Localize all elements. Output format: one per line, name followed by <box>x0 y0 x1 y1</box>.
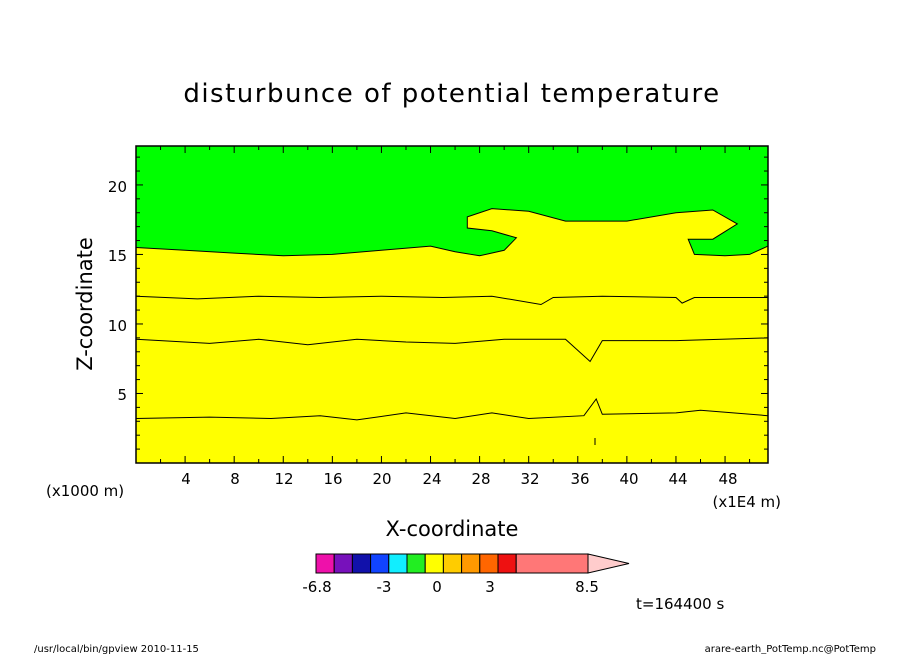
colorbar-cell <box>333 553 353 574</box>
x-tick-label: 40 <box>619 470 638 488</box>
x-tick-label: 16 <box>323 470 342 488</box>
y-unit-label: (x1000 m) <box>46 482 124 500</box>
contour-line <box>135 295 768 306</box>
x-axis-label: X-coordinate <box>386 517 519 541</box>
colorbar-cell <box>515 553 589 574</box>
x-tick-label: 24 <box>422 470 441 488</box>
contour-line <box>135 337 769 363</box>
colorbar-tick-label: -3 <box>377 578 392 596</box>
y-tick-labels: 5 10 15 20 <box>108 178 127 404</box>
x-tick-label: 32 <box>520 470 539 488</box>
colorbar-tick-label: 0 <box>432 578 442 596</box>
contour-bands <box>135 208 769 463</box>
axis-ticks <box>136 146 768 463</box>
footer-right: arare-earth_PotTemp.nc@PotTemp <box>705 644 876 654</box>
y-tick-label: 5 <box>117 386 127 404</box>
contour-line <box>135 208 769 257</box>
colorbar-cell <box>461 553 481 574</box>
footer-left: /usr/local/bin/gpview 2010-11-15 <box>34 644 199 654</box>
colorbar-extend-arrow <box>587 553 630 574</box>
colorbar-cell <box>424 553 444 574</box>
colorbar-cell <box>388 553 408 574</box>
colorbar-cell <box>497 553 517 574</box>
colorbar-cell <box>479 553 499 574</box>
timestamp-label: t=164400 s <box>636 595 724 613</box>
colorbar-cell <box>351 553 372 574</box>
y-tick-label: 15 <box>108 247 127 265</box>
chart-title: disturbunce of potential temperature <box>183 79 720 109</box>
x-tick-label: 12 <box>274 470 293 488</box>
colorbar <box>315 553 630 574</box>
x-unit-label: (x1E4 m) <box>712 493 781 511</box>
colorbar-cells <box>315 553 589 574</box>
y-tick-label: 20 <box>108 178 127 196</box>
colorbar-cell <box>442 553 463 574</box>
colorbar-cell <box>370 553 390 574</box>
x-tick-label: 8 <box>230 470 240 488</box>
x-tick-label: 20 <box>372 470 391 488</box>
colorbar-cell <box>315 553 335 574</box>
plot-area <box>135 145 769 464</box>
x-tick-label: 4 <box>181 470 191 488</box>
x-tick-label: 44 <box>668 470 687 488</box>
x-tick-label: 36 <box>570 470 589 488</box>
colorbar-tick-label: 3 <box>485 578 495 596</box>
plot-frame <box>135 145 769 464</box>
colorbar-tick-labels: -6.8 -3 0 3 8.5 <box>302 578 599 596</box>
x-tick-labels: 4 8 12 16 20 24 28 32 36 40 44 48 <box>181 470 737 488</box>
band-top <box>136 208 768 463</box>
colorbar-cell <box>406 553 426 574</box>
contour-line <box>135 397 769 421</box>
y-axis-label: Z-coordinate <box>73 237 97 371</box>
y-tick-label: 10 <box>108 317 127 335</box>
x-tick-label: 28 <box>471 470 490 488</box>
colorbar-tick-label: 8.5 <box>575 578 599 596</box>
colorbar-tick-label: -6.8 <box>302 578 331 596</box>
x-tick-label: 48 <box>718 470 737 488</box>
